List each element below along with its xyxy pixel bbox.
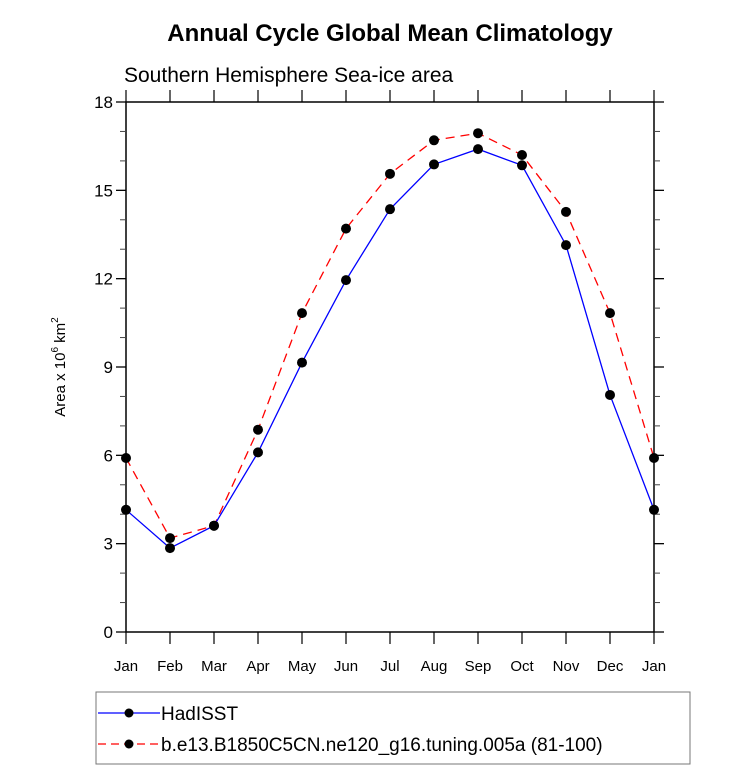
y-tick-label: 0	[104, 623, 113, 642]
data-point-series-0	[561, 240, 571, 251]
y-tick-label: 3	[104, 535, 113, 554]
legend-label-hadisst: HadISST	[161, 704, 238, 725]
x-tick-label: Nov	[553, 658, 580, 675]
data-point-series-1	[341, 223, 351, 234]
x-tick-label: Jul	[380, 658, 399, 675]
x-tick-label: Oct	[510, 658, 534, 675]
data-point-series-0	[517, 160, 527, 171]
data-point-series-0	[253, 447, 263, 458]
data-point-series-1	[561, 206, 571, 217]
y-tick-label: 15	[94, 181, 113, 200]
chart-title: Annual Cycle Global Mean Climatology	[167, 20, 613, 47]
legend: HadISST b.e13.B1850C5CN.ne120_g16.tuning…	[95, 691, 691, 765]
x-tick-label: Jun	[334, 658, 358, 675]
y-axis-label-unit: km	[52, 323, 69, 347]
y-axis-label-prefix: Area x 10	[52, 353, 69, 417]
legend-marker-model	[124, 739, 134, 749]
axes: 0 3 6 9 12 15 18 Jan Feb Mar Apr May Jun Jul Aug Sep Oct…	[94, 90, 666, 675]
data-point-series-0	[605, 389, 615, 400]
chart-subtitle: Southern Hemisphere Sea-ice area	[124, 64, 454, 87]
legend-entry-model: b.e13.B1850C5CN.ne120_g16.tuning.005a (8…	[98, 735, 603, 756]
data-point-series-1	[517, 150, 527, 160]
x-tick-label: May	[288, 658, 317, 675]
data-point-series-1	[209, 520, 219, 531]
y-axis-label: Area x 106 km2	[50, 317, 69, 417]
y-axis-label-exp: 6	[50, 347, 61, 353]
data-point-series-1	[121, 452, 131, 463]
legend-label-model: b.e13.B1850C5CN.ne120_g16.tuning.005a (8…	[161, 735, 603, 756]
y-axis-label-unit-exp: 2	[50, 317, 61, 323]
series-layer	[121, 128, 659, 554]
data-point-series-1	[605, 308, 615, 319]
x-tick-label: Dec	[597, 658, 624, 675]
x-tick-label: Apr	[246, 658, 269, 675]
data-point-series-1	[297, 308, 307, 319]
x-tick-label: Jan	[114, 658, 138, 675]
legend-entry-hadisst: HadISST	[98, 704, 238, 725]
data-point-series-1	[385, 168, 395, 179]
data-point-series-0	[385, 204, 395, 215]
data-point-series-1	[253, 424, 263, 435]
data-point-series-0	[473, 144, 483, 155]
series-line-1	[125, 132, 655, 539]
x-tick-label: Sep	[465, 658, 492, 675]
x-tick-label: Mar	[201, 658, 227, 675]
data-point-series-0	[649, 504, 659, 515]
data-point-series-0	[429, 159, 439, 170]
y-tick-label: 9	[104, 358, 113, 377]
data-point-series-1	[649, 452, 659, 463]
data-point-series-0	[297, 357, 307, 368]
data-point-series-0	[341, 275, 351, 286]
legend-box	[95, 691, 691, 765]
y-tick-label: 6	[104, 446, 113, 465]
x-tick-label: Feb	[157, 658, 183, 675]
data-point-series-0	[121, 504, 131, 515]
data-point-series-1	[473, 128, 483, 139]
data-point-series-1	[165, 533, 175, 544]
plot-frame	[125, 101, 655, 633]
x-tick-label: Jan	[642, 658, 666, 675]
legend-marker-hadisst	[124, 708, 134, 718]
y-tick-label: 12	[94, 270, 113, 289]
data-point-series-0	[165, 543, 175, 554]
x-tick-label: Aug	[421, 658, 448, 675]
y-tick-label: 18	[94, 93, 113, 112]
data-point-series-1	[429, 135, 439, 146]
